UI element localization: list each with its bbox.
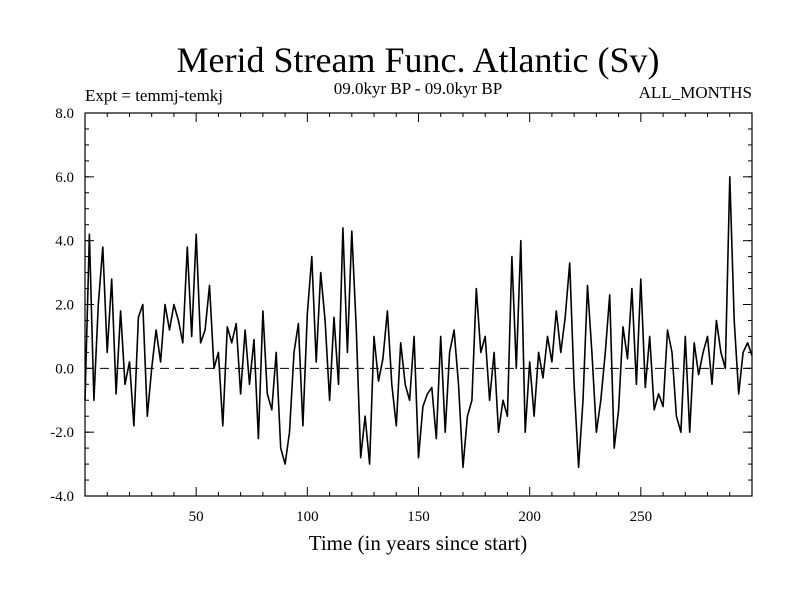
months-label: ALL_MONTHS — [639, 83, 752, 102]
y-tick-label: 8.0 — [55, 106, 74, 122]
y-axis: -4.0 -2.0 0.0 2.0 4.0 6.0 8.0 — [50, 106, 752, 505]
series-line — [84, 176, 753, 469]
x-tick-label: 150 — [407, 509, 430, 525]
x-tick-label: 250 — [630, 509, 653, 525]
y-tick-label: -4.0 — [50, 489, 74, 505]
y-tick-label: 4.0 — [55, 234, 74, 250]
y-tick-label: 2.0 — [55, 298, 74, 314]
x-tick-label: 200 — [518, 509, 541, 525]
x-tick-label: 100 — [296, 509, 319, 525]
y-tick-label: 0.0 — [55, 361, 74, 377]
experiment-label: Expt = temmj-temkj — [85, 86, 223, 105]
chart-title: Merid Stream Func. Atlantic (Sv) — [177, 40, 660, 80]
y-tick-label: 6.0 — [55, 170, 74, 186]
x-axis-title: Time (in years since start) — [309, 531, 528, 555]
x-tick-label: 50 — [189, 509, 204, 525]
y-tick-label: -2.0 — [50, 425, 74, 441]
x-axis: 50 100 150 200 250 — [106, 113, 731, 525]
time-range-label: 09.0kyr BP - 09.0kyr BP — [334, 79, 502, 98]
